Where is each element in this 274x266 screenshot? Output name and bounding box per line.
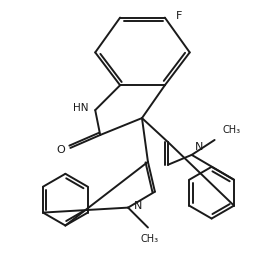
Text: N: N	[195, 142, 203, 152]
Text: F: F	[176, 11, 182, 21]
Text: CH₃: CH₃	[141, 234, 159, 244]
Text: O: O	[56, 145, 65, 155]
Text: CH₃: CH₃	[222, 125, 241, 135]
Text: HN: HN	[73, 103, 88, 113]
Text: N: N	[134, 201, 142, 211]
